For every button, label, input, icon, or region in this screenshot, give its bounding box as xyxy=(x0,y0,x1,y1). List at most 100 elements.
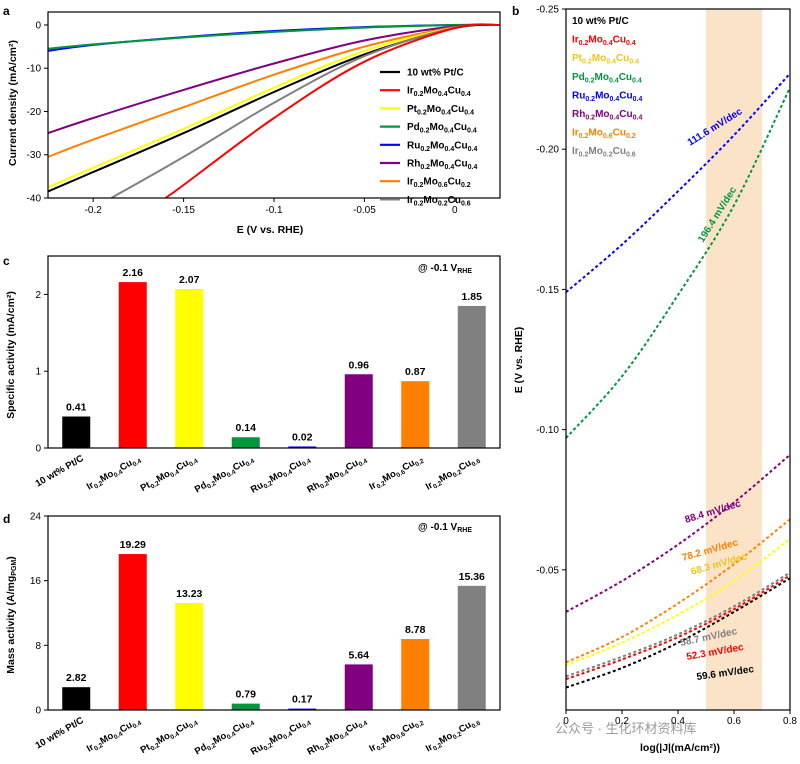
panel-c-y-tick-label: 0 xyxy=(35,444,41,455)
panel-a-x-tick-label: -0.15 xyxy=(172,205,195,216)
panel-d-y-axis-label-sub: PGM xyxy=(11,560,18,576)
panel-a-x-tick-label: -0.2 xyxy=(85,205,103,216)
panel-letter-c: c xyxy=(3,254,10,268)
panel-c-plot-frame xyxy=(47,255,501,449)
panel-a-legend-label: Pd0.2Mo0.4Cu0.4 xyxy=(407,122,477,135)
panel-a-x-tick-label: -0.05 xyxy=(353,205,376,216)
panel-d-value-label: 19.29 xyxy=(120,539,146,551)
panel-b-series-line xyxy=(566,454,790,613)
panel-d-y-tick-label: 8 xyxy=(35,641,41,652)
panel-a-legend-label: Pt0.2Mo0.4Cu0.4 xyxy=(407,104,474,117)
panel-c-category-label: Pd0.2Mo0.4Cu0.4 xyxy=(193,453,256,497)
panel-b-series-line xyxy=(566,518,790,664)
panel-a-legend-label: Ir0.2Mo0.2Cu0.6 xyxy=(407,195,471,208)
panel-a-y-tick-label: -30 xyxy=(27,150,42,161)
panel-c-bar xyxy=(62,416,91,448)
panel-d-y-tick-label: 24 xyxy=(30,512,42,523)
panel-c-value-label: 1.85 xyxy=(462,291,483,303)
panel-a-y-tick-label: 0 xyxy=(35,20,41,31)
panel-a-y-tick-label: -10 xyxy=(27,64,42,75)
panel-b-x-tick-label: 0.8 xyxy=(783,716,797,727)
panel-d-value-label: 15.36 xyxy=(459,571,485,583)
panel-c-value-label: 0.87 xyxy=(405,366,426,378)
panel-d-bar xyxy=(231,703,260,710)
panel-a-x-tick-label: 0 xyxy=(452,205,458,216)
panel-c-annotation-sub: RHE xyxy=(457,268,472,275)
panel-d-value-label: 5.64 xyxy=(349,649,370,661)
panel-d-value-label: 8.78 xyxy=(405,624,426,636)
panel-b-x-tick-label: 0.6 xyxy=(727,716,741,727)
panel-c-category-label: 10 wt% Pt/C xyxy=(34,453,86,490)
panel-c-category-label: Rh0.2Mo0.4Cu0.4 xyxy=(305,453,369,497)
panel-d-bar xyxy=(457,585,486,710)
panel-c-annotation: @ -0.1 VRHE xyxy=(418,263,472,275)
panel-a-y-tick-label: -40 xyxy=(27,194,42,205)
panel-d-value-label: 0.17 xyxy=(292,694,313,706)
panel-b-y-tick-label: -0.05 xyxy=(536,565,559,576)
panel-a-x-tick-label: -0.1 xyxy=(265,205,283,216)
panel-b-legend-label: Ru0.2Mo0.4Cu0.4 xyxy=(572,90,642,103)
panel-c-bar xyxy=(231,437,260,448)
panel-d-annotation: @ -0.1 VRHE xyxy=(418,522,472,534)
panel-d-bar xyxy=(401,639,430,710)
panel-d-y-tick-label: 16 xyxy=(30,576,42,587)
panel-c-value-label: 0.02 xyxy=(292,431,313,443)
panel-d-category-label: 10 wt% Pt/C xyxy=(34,715,86,752)
panel-d-category-label: Pt0.2Mo0.4Cu0.4 xyxy=(139,715,200,757)
panel-d-category-label: Ru0.2Mo0.4Cu0.4 xyxy=(249,715,313,759)
panel-d-y-axis-label-end: ) xyxy=(5,556,17,560)
panel-b-y-tick-label: -0.20 xyxy=(536,145,559,156)
panel-c-category-label: Pt0.2Mo0.4Cu0.4 xyxy=(139,453,200,495)
panel-b-legend-label: Pt0.2Mo0.4Cu0.4 xyxy=(572,53,639,65)
panel-d-category-label: Ir0.2Mo0.2Cu0.6 xyxy=(424,715,482,756)
panel-d-y-axis-label: Mass activity (A/mgPGM) xyxy=(5,556,18,674)
panel-d-annotation-main: @ -0.1 V xyxy=(418,522,458,533)
panel-c-value-label: 0.96 xyxy=(349,359,370,371)
panel-d-bar xyxy=(118,554,147,710)
panel-d-bar xyxy=(62,687,91,710)
panel-letter-d: d xyxy=(3,512,10,526)
panel-c-value-label: 2.16 xyxy=(123,267,144,279)
panel-d-annotation-sub: RHE xyxy=(457,527,472,534)
panel-c-bar xyxy=(401,381,430,448)
panel-d-y-axis-label-main: Mass activity (A/mg xyxy=(5,576,17,674)
chart-layer: -0.2 -0.15 -0.1 -0.05 0 0 -10 -20 -30 -40 10 wt% P… xyxy=(27,5,798,759)
panel-c-y-axis-label: Specific activity (mA/cm²) xyxy=(5,291,17,419)
panel-a-y-tick-label: -20 xyxy=(27,107,42,118)
panel-a-series-line xyxy=(164,23,500,198)
panel-b-series-line xyxy=(566,538,790,667)
panel-c-annotation-main: @ -0.1 V xyxy=(418,263,458,274)
panel-b-legend-label: Ir0.2Mo0.2Cu0.6 xyxy=(572,146,636,159)
panel-b-y-tick-label: -0.25 xyxy=(536,5,559,16)
panel-letter-a: a xyxy=(3,4,10,18)
panel-a-y-axis-label: Current density (mA/cm²) xyxy=(7,40,19,166)
panel-c-category-label: Ir0.2Mo0.2Cu0.6 xyxy=(424,453,482,494)
panel-c-bar xyxy=(175,289,204,448)
panel-b-y-tick-label: -0.10 xyxy=(536,425,559,436)
panel-a-legend-label: Rh0.2Mo0.4Cu0.4 xyxy=(407,159,477,172)
panel-c-bar xyxy=(457,305,486,448)
panel-c-value-label: 0.41 xyxy=(66,402,87,414)
panel-d-category-label: Ir0.2Mo0.6Cu0.2 xyxy=(367,715,425,756)
panel-b-legend-label: Rh0.2Mo0.4Cu0.4 xyxy=(572,109,642,122)
panel-d-category-label: Rh0.2Mo0.4Cu0.4 xyxy=(305,715,369,759)
panel-c-value-label: 0.14 xyxy=(236,422,257,434)
panel-d-bar xyxy=(175,603,204,710)
panel-b-legend-label: 10 wt% Pt/C xyxy=(572,16,629,27)
panel-c-bar xyxy=(288,446,317,448)
panel-b-legend-label: Pd0.2Mo0.4Cu0.4 xyxy=(572,72,642,85)
panel-d-value-label: 13.23 xyxy=(176,588,202,600)
panel-d-plot-frame xyxy=(47,515,501,711)
panel-b-x-tick-label: 0.4 xyxy=(671,716,685,727)
panel-b-legend-label: Ir0.2Mo0.4Cu0.4 xyxy=(572,35,636,48)
panel-d-value-label: 2.82 xyxy=(66,672,87,684)
panel-b-x-tick-label: 0 xyxy=(563,716,569,727)
panel-a-legend-label: 10 wt% Pt/C xyxy=(407,68,464,79)
panel-d-y-tick-label: 0 xyxy=(35,706,41,717)
panel-c-bar xyxy=(344,374,373,448)
panel-b-y-tick-label: -0.15 xyxy=(536,285,559,296)
panel-a-legend-label: Ir0.2Mo0.6Cu0.2 xyxy=(407,177,471,190)
panel-a-legend-label: Ir0.2Mo0.4Cu0.4 xyxy=(407,86,471,99)
panel-d-bar xyxy=(344,664,373,710)
